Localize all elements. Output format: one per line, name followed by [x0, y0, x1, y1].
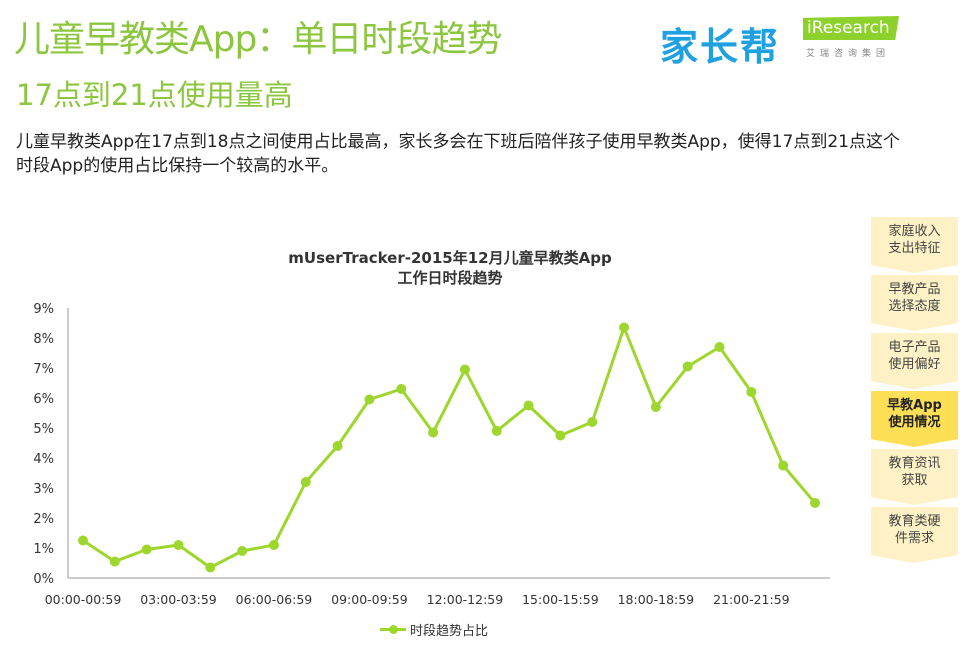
data-point	[682, 361, 693, 372]
chart-title: mUserTracker-2015年12月儿童早教类App 工作日时段趋势	[240, 248, 660, 288]
data-point	[237, 546, 248, 556]
x-tick-label: 00:00-00:59	[45, 592, 122, 607]
y-tick-label: 2%	[33, 512, 54, 527]
data-point	[173, 540, 184, 550]
data-point	[428, 427, 439, 438]
sidebar-item-3[interactable]: 电子产品 使用偏好	[871, 333, 958, 389]
data-point	[141, 544, 152, 555]
y-tick-label: 9%	[33, 302, 54, 317]
data-point	[746, 387, 757, 397]
y-tick-label: 1%	[33, 542, 54, 557]
sidebar-item-label: 电子产品	[888, 340, 941, 355]
legend-label: 时段趋势占比	[410, 624, 489, 639]
data-point	[523, 400, 534, 411]
sidebar-item-6[interactable]: 教育类硬 件需求	[871, 507, 958, 563]
y-tick-label: 4%	[33, 452, 54, 467]
sidebar-item-label: 家庭收入	[888, 224, 941, 239]
data-point	[78, 535, 88, 546]
sidebar-item-label: 教育类硬	[888, 514, 941, 529]
jiazhangbang-logo: 家长帮	[660, 25, 781, 69]
sidebar-item-label: 使用偏好	[888, 357, 941, 372]
y-tick-label: 5%	[33, 422, 54, 437]
data-point	[300, 477, 311, 487]
y-tick-label: 8%	[33, 332, 54, 347]
sidebar-item-label: 早教产品	[888, 282, 941, 297]
chart-legend: 时段趋势占比	[380, 620, 488, 639]
description: 儿童早教类App在17点到18点之间使用占比最高，家长多会在下班后陪伴孩子使用早…	[16, 132, 900, 176]
data-point	[587, 417, 598, 427]
page-subtitle: 17点到21点使用量高	[16, 78, 293, 112]
data-point	[396, 384, 407, 394]
x-tick-label: 09:00-09:59	[331, 592, 408, 607]
data-point	[810, 498, 820, 508]
x-tick-label: 21:00-21:59	[713, 592, 790, 607]
chart-title-line2: 工作日时段趋势	[397, 269, 503, 287]
data-point	[491, 426, 502, 436]
sidebar-item-label: 教育资讯	[888, 456, 941, 471]
x-tick-label: 15:00-15:59	[522, 592, 599, 607]
sidebar-item-2[interactable]: 早教产品 选择态度	[871, 275, 958, 331]
x-tick-label: 06:00-06:59	[236, 592, 313, 607]
series-line	[82, 326, 817, 569]
y-tick-label: 6%	[33, 392, 54, 407]
y-tick-label: 0%	[33, 572, 54, 587]
sidebar-item-5[interactable]: 教育资讯 获取	[871, 449, 958, 505]
data-point	[555, 430, 566, 441]
data-point	[109, 556, 120, 567]
x-tick-label: 18:00-18:59	[618, 592, 695, 607]
data-point	[650, 402, 661, 412]
data-point	[778, 460, 789, 471]
sidebar-item-label: 选择态度	[888, 299, 941, 314]
y-tick-label: 7%	[33, 362, 54, 377]
page-title: 儿童早教类App：单日时段趋势	[14, 19, 502, 60]
sidebar-item-label: 支出特征	[888, 241, 941, 256]
data-point	[332, 441, 343, 451]
sidebar-item-label: 获取	[901, 473, 928, 488]
sidebar-item-1[interactable]: 家庭收入 支出特征	[871, 217, 958, 273]
sidebar-item-label: 早教App	[887, 398, 942, 413]
sidebar-item-label: 件需求	[894, 531, 934, 546]
sidebar-item-4[interactable]: 早教App 使用情况	[871, 391, 958, 447]
data-point	[205, 562, 216, 573]
chart-title-line1: mUserTracker-2015年12月儿童早教类App	[288, 249, 612, 267]
sidebar-item-label: 使用情况	[888, 415, 941, 430]
iresearch-logo-subtitle: 艾瑞咨询集团	[806, 49, 891, 59]
data-point	[268, 540, 279, 550]
data-point	[459, 364, 470, 375]
data-point	[714, 342, 725, 352]
x-tick-label: 03:00-03:59	[140, 592, 217, 607]
data-point	[619, 322, 630, 333]
iresearch-logo: iResearch	[803, 16, 899, 40]
x-tick-label: 12:00-12:59	[427, 592, 504, 607]
legend-line-marker	[380, 625, 406, 634]
data-point	[364, 394, 375, 405]
y-tick-label: 3%	[33, 482, 54, 497]
